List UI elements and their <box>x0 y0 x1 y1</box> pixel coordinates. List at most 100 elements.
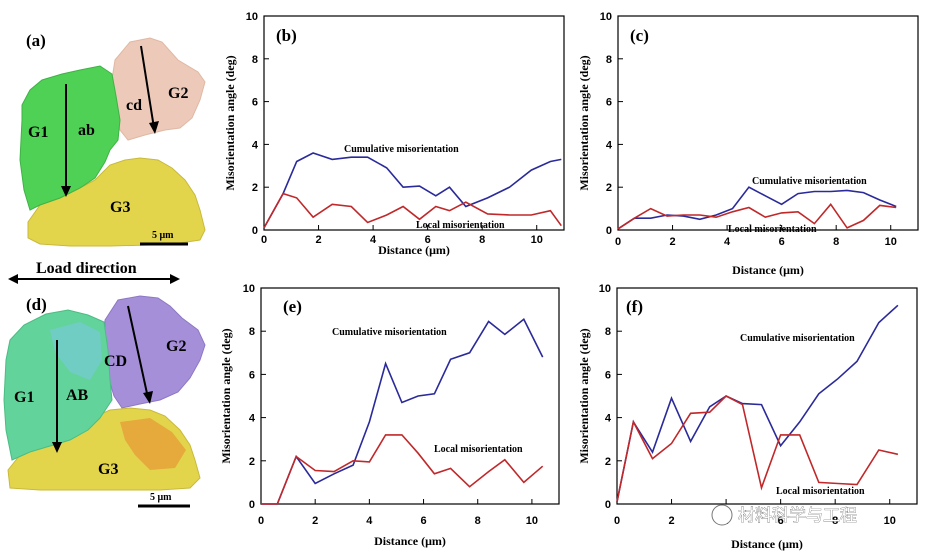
chart-b-ytick-label: 8 <box>252 54 258 66</box>
grain-label-g1: G1 <box>28 124 48 141</box>
chart-b-letter: (b) <box>276 26 297 45</box>
chart-e-xtick-label: 0 <box>258 515 264 527</box>
line-label-ab: ab <box>78 122 95 139</box>
chart-b-xlabel: Distance (μm) <box>378 243 450 257</box>
chart-f-annotation-local: Local misorientation <box>776 486 865 497</box>
chart-e-ytick-label: 10 <box>243 283 255 295</box>
chart-c: (c) 0 2 4 6 8 10 0 2 4 6 8 10 Distance (μm) Misori… <box>577 11 919 277</box>
chart-e-ytick-label: 8 <box>249 326 255 338</box>
chart-e-xtick-label: 8 <box>475 515 481 527</box>
chart-f-xtick-label: 10 <box>884 515 896 527</box>
chart-b-frame <box>263 15 565 231</box>
chart-f-series-cumulative <box>616 304 899 502</box>
chart-f-ytick-label: 8 <box>605 326 611 338</box>
line-label-CD: CD <box>104 353 127 370</box>
chart-f-ytick-label: 2 <box>605 456 611 468</box>
chart-f-ytick-label: 10 <box>599 283 611 295</box>
line-label-AB: AB <box>66 387 89 404</box>
chart-e-annotation-local: Local misorientation <box>434 444 523 455</box>
chart-c-ylabel: Misorientation angle (deg) <box>577 55 591 190</box>
load-direction-label: Load direction <box>36 260 137 277</box>
grain-label-G3: G3 <box>98 461 118 478</box>
chart-e-annotation-cumulative: Cumulative misorientation <box>332 327 447 338</box>
chart-c-xtick-label: 2 <box>669 236 675 248</box>
grain-g1-blue-tint <box>50 322 102 380</box>
chart-b-annotation-local: Local misorientation <box>416 220 505 231</box>
panel-letter-a: (a) <box>26 31 46 50</box>
chart-b-series-cumulative <box>263 152 562 229</box>
chart-c-xtick-label: 0 <box>615 236 621 248</box>
chart-b: (b) 0 2 4 6 8 10 0 2 4 6 8 10 Distance (μm) Misori… <box>223 11 565 257</box>
chart-b-xtick-label: 8 <box>479 234 485 246</box>
chart-c-letter: (c) <box>630 26 649 45</box>
chart-c-ytick-label: 2 <box>606 182 612 194</box>
chart-e-frame <box>260 287 560 505</box>
chart-b-ytick-label: 10 <box>246 11 258 23</box>
grain-g3-orange-patch <box>120 418 186 470</box>
chart-e-xlabel: Distance (μm) <box>374 534 446 548</box>
panel-letter-d: (d) <box>26 295 47 314</box>
grain-g2-purple <box>103 295 206 409</box>
arrow-CD <box>127 305 149 399</box>
chart-f-xlabel: Distance (μm) <box>731 537 803 551</box>
grain-label-G2: G2 <box>166 338 186 355</box>
chart-c-xtick-label: 6 <box>779 236 785 248</box>
chart-e-series-local <box>261 434 544 505</box>
chart-e-xtick-label: 2 <box>312 515 318 527</box>
arrow-AB-head <box>52 442 62 453</box>
arrow-cd <box>140 45 155 129</box>
chart-f-ylabel: Misorientation angle (deg) <box>577 328 591 463</box>
panel-a-grain-map <box>19 37 206 247</box>
chart-e-ytick-label: 4 <box>249 413 256 425</box>
line-label-cd: cd <box>126 97 142 114</box>
scale-label-a: 5 μm <box>152 230 174 241</box>
chart-c-ytick-label: 0 <box>606 225 612 237</box>
chart-c-xtick-label: 10 <box>885 236 897 248</box>
chart-e: (e) 0 2 4 6 8 10 0 2 4 6 8 10 Distance (μm) Misori… <box>219 283 560 548</box>
chart-b-xtick-label: 10 <box>531 234 543 246</box>
chart-b-ytick-label: 6 <box>252 97 258 109</box>
chart-c-xtick-label: 4 <box>724 236 731 248</box>
chart-f-ytick-label: 6 <box>605 369 611 381</box>
arrow-ab-head <box>61 186 71 197</box>
scale-label-d: 5 μm <box>150 492 172 503</box>
watermark: 材料科学与工程 <box>711 504 857 526</box>
chart-f-frame <box>616 287 918 505</box>
grain-label-g2: G2 <box>168 85 188 102</box>
chart-e-ytick-label: 2 <box>249 456 255 468</box>
chart-b-ytick-label: 2 <box>252 182 258 194</box>
chart-f-xtick-label: 6 <box>778 515 784 527</box>
chart-b-annotation-cumulative: Cumulative misorientation <box>344 144 459 155</box>
chart-c-series-cumulative <box>617 186 897 230</box>
chart-f-annotation-cumulative: Cumulative misorientation <box>740 333 855 344</box>
chart-e-ytick-label: 6 <box>249 369 255 381</box>
watermark-text: 材料科学与工程 <box>738 506 857 526</box>
chart-f-xtick-label: 8 <box>832 515 838 527</box>
chart-c-ytick-label: 4 <box>606 139 613 151</box>
panel-d-grain-map <box>3 295 206 508</box>
chart-e-xtick-label: 6 <box>420 515 426 527</box>
grain-g1-green <box>19 65 121 211</box>
chart-c-xlabel: Distance (μm) <box>732 263 804 277</box>
watermark-logo-icon <box>711 504 733 526</box>
chart-b-ylabel: Misorientation angle (deg) <box>223 55 237 190</box>
arrow-cd-head <box>149 121 159 134</box>
load-direction-arrow <box>8 274 180 284</box>
chart-e-xtick-label: 10 <box>526 515 538 527</box>
chart-b-xtick-label: 2 <box>315 234 321 246</box>
chart-b-ytick-label: 0 <box>252 225 258 237</box>
chart-c-xtick-label: 8 <box>833 236 839 248</box>
chart-e-ylabel: Misorientation angle (deg) <box>219 328 233 463</box>
chart-e-series-cumulative <box>261 318 544 505</box>
arrow-CD-head <box>143 391 153 404</box>
grain-label-g3: G3 <box>110 199 130 216</box>
chart-e-letter: (e) <box>283 297 302 316</box>
chart-f-ytick-label: 4 <box>605 413 612 425</box>
chart-e-ytick-label: 0 <box>249 499 255 511</box>
chart-f-letter: (f) <box>626 297 643 316</box>
grain-g3-yellow <box>27 157 206 247</box>
chart-b-xtick-label: 6 <box>425 234 431 246</box>
chart-e-xtick-label: 4 <box>366 515 373 527</box>
